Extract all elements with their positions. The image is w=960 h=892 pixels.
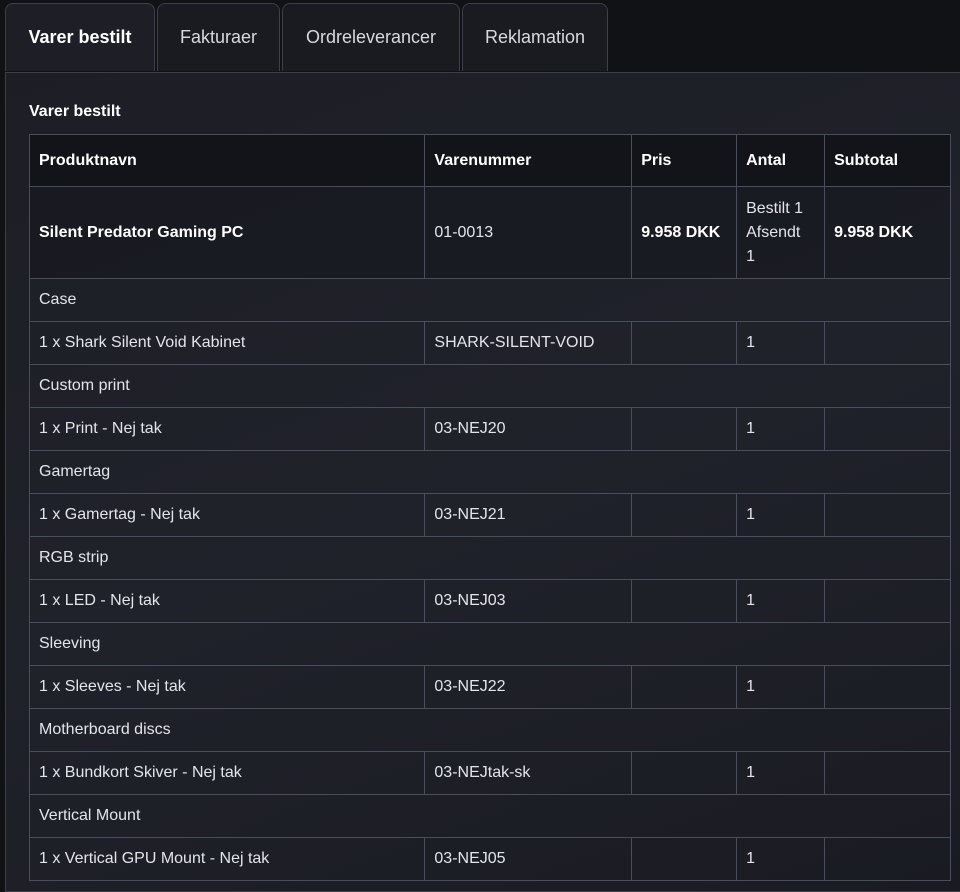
product-price: 9.958 DKK [631,186,738,279]
item-name: 1 x Gamertag - Nej tak [28,493,426,537]
item-quantity: 1 [736,837,826,881]
item-sku: 03-NEJ03 [424,579,633,623]
header-antal: Antal [736,134,826,187]
product-name: Silent Predator Gaming PC [28,186,426,279]
item-sku: SHARK-SILENT-VOID [424,321,633,365]
table-row: 1 x Sleeves - Nej tak 03-NEJ22 1 [28,665,951,709]
item-quantity: 1 [736,493,826,537]
tab-bar: Varer bestilt Fakturaer Ordreleverancer … [5,3,608,73]
tab-reklamation[interactable]: Reklamation [462,3,608,71]
product-quantity: Bestilt 1 Afsendt 1 [736,186,826,279]
item-subtotal [824,665,951,709]
option-group-row: Custom print [29,364,951,408]
item-name: 1 x Sleeves - Nej tak [28,665,426,709]
item-subtotal [824,321,951,365]
table-row: 1 x LED - Nej tak 03-NEJ03 1 [28,579,951,623]
option-group-label: Custom print [29,364,951,408]
item-price [631,837,738,881]
option-group-row: RGB strip [29,536,951,580]
item-name: 1 x Shark Silent Void Kabinet [28,321,426,365]
item-name: 1 x LED - Nej tak [28,579,426,623]
item-quantity: 1 [736,751,826,795]
shipped-label: Afsendt [746,223,801,241]
tab-fakturaer[interactable]: Fakturaer [157,3,280,71]
item-price [631,751,738,795]
option-group-label: Gamertag [29,450,951,494]
tab-varer-bestilt[interactable]: Varer bestilt [5,3,155,71]
option-group-label: RGB strip [29,536,951,580]
item-price [631,493,738,537]
table-row: 1 x Gamertag - Nej tak 03-NEJ21 1 [28,493,951,537]
ordered-items-table: Produktnavn Varenummer Pris Antal Subtot… [28,134,951,881]
item-sku: 03-NEJ05 [424,837,633,881]
section-title: Varer bestilt [29,103,121,120]
option-group-row: Sleeving [29,622,951,666]
table-row: 1 x Shark Silent Void Kabinet SHARK-SILE… [28,321,951,365]
option-group-row: Case [29,278,951,322]
item-sku: 03-NEJ22 [424,665,633,709]
table-row: 1 x Bundkort Skiver - Nej tak 03-NEJtak-… [28,751,951,795]
table-row: 1 x Vertical GPU Mount - Nej tak 03-NEJ0… [28,837,951,881]
product-sku: 01-0013 [424,186,633,279]
item-subtotal [824,493,951,537]
item-sku: 03-NEJ21 [424,493,633,537]
item-quantity: 1 [736,579,826,623]
shipped-qty: 1 [746,247,755,265]
item-sku: 03-NEJtak-sk [424,751,633,795]
item-quantity: 1 [736,321,826,365]
option-group-label: Vertical Mount [29,794,951,838]
tab-ordreleverancer[interactable]: Ordreleverancer [282,3,460,71]
item-name: 1 x Bundkort Skiver - Nej tak [28,751,426,795]
header-varenummer: Varenummer [424,134,633,187]
option-group-label: Case [29,278,951,322]
item-price [631,665,738,709]
item-subtotal [824,751,951,795]
item-quantity: 1 [736,407,826,451]
item-quantity: 1 [736,665,826,709]
table-row: 1 x Print - Nej tak 03-NEJ20 1 [28,407,951,451]
item-subtotal [824,837,951,881]
option-group-label: Sleeving [29,622,951,666]
table-header-row: Produktnavn Varenummer Pris Antal Subtot… [28,134,951,187]
header-subtotal: Subtotal [824,134,951,187]
item-name: 1 x Print - Nej tak [28,407,426,451]
item-subtotal [824,579,951,623]
header-pris: Pris [631,134,738,187]
header-produktnavn: Produktnavn [28,134,426,187]
option-group-label: Motherboard discs [29,708,951,752]
option-group-row: Motherboard discs [29,708,951,752]
option-group-row: Gamertag [29,450,951,494]
table-row-main-product: Silent Predator Gaming PC 01-0013 9.958 … [28,186,951,279]
ordered-qty: Bestilt 1 [746,199,804,217]
item-sku: 03-NEJ20 [424,407,633,451]
item-price [631,579,738,623]
item-price [631,321,738,365]
product-subtotal: 9.958 DKK [824,186,951,279]
item-name: 1 x Vertical GPU Mount - Nej tak [28,837,426,881]
option-group-row: Vertical Mount [29,794,951,838]
item-subtotal [824,407,951,451]
item-price [631,407,738,451]
